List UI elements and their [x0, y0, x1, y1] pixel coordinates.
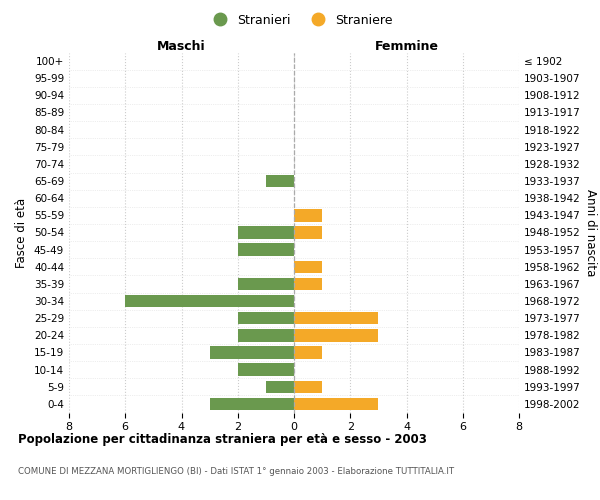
Text: Popolazione per cittadinanza straniera per età e sesso - 2003: Popolazione per cittadinanza straniera p…	[18, 432, 427, 446]
Text: COMUNE DI MEZZANA MORTIGLIENGO (BI) - Dati ISTAT 1° gennaio 2003 - Elaborazione : COMUNE DI MEZZANA MORTIGLIENGO (BI) - Da…	[18, 468, 454, 476]
Bar	[294, 226, 322, 238]
Bar	[238, 312, 294, 324]
Bar	[209, 398, 294, 410]
Bar	[238, 364, 294, 376]
Bar	[266, 380, 294, 393]
Bar	[209, 346, 294, 358]
Text: Femmine: Femmine	[374, 40, 439, 52]
Bar	[294, 260, 322, 273]
Legend: Stranieri, Straniere: Stranieri, Straniere	[202, 8, 398, 32]
Bar	[294, 209, 322, 222]
Bar	[294, 278, 322, 290]
Bar	[294, 329, 379, 342]
Y-axis label: Fasce di età: Fasce di età	[16, 198, 28, 268]
Bar	[294, 312, 379, 324]
Bar	[238, 329, 294, 342]
Bar	[294, 398, 379, 410]
Bar	[294, 346, 322, 358]
Bar	[238, 244, 294, 256]
Bar	[266, 175, 294, 187]
Text: Maschi: Maschi	[157, 40, 206, 52]
Bar	[238, 226, 294, 238]
Bar	[125, 295, 294, 307]
Y-axis label: Anni di nascita: Anni di nascita	[584, 189, 597, 276]
Bar	[294, 380, 322, 393]
Bar	[238, 278, 294, 290]
